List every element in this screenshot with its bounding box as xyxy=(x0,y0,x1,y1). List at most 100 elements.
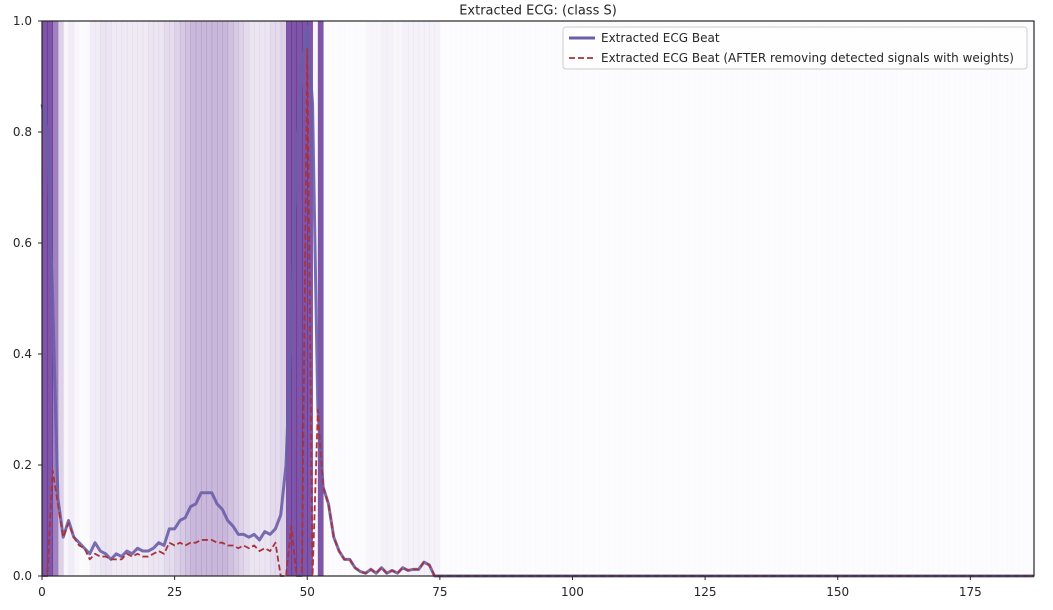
y-axis: 0.0 0.2 0.4 0.6 0.8 1.0 xyxy=(13,14,42,583)
shading-band xyxy=(291,21,298,576)
shading-band xyxy=(1023,21,1029,576)
shading-band xyxy=(965,21,971,576)
y-tick-label: 0.4 xyxy=(13,347,32,361)
shading-band xyxy=(440,21,446,576)
shading-band xyxy=(986,21,992,576)
shading-band xyxy=(328,21,334,576)
shading-band xyxy=(567,21,573,576)
y-tick-label: 0.0 xyxy=(13,569,32,583)
shading-band xyxy=(748,21,754,576)
shading-band xyxy=(137,21,144,576)
shading-band xyxy=(413,21,420,576)
shading-band xyxy=(753,21,759,576)
shading-band xyxy=(1018,21,1024,576)
shading-band xyxy=(705,21,711,576)
shading-band xyxy=(610,21,616,576)
shading-band xyxy=(859,21,865,576)
shading-band xyxy=(917,21,923,576)
shading-band xyxy=(227,21,234,576)
shading-band xyxy=(286,21,292,576)
shading-band xyxy=(132,21,138,576)
shading-band xyxy=(758,21,764,576)
shading-band xyxy=(870,21,876,576)
shading-band xyxy=(742,21,748,576)
shading-band xyxy=(689,21,695,576)
shading-band xyxy=(42,21,48,576)
shading-band xyxy=(472,21,478,576)
shading-band xyxy=(960,21,966,576)
shading-band xyxy=(716,21,722,576)
shading-band xyxy=(928,21,934,576)
shading-band xyxy=(944,21,950,576)
shading-band xyxy=(126,21,133,576)
shading-band xyxy=(599,21,605,576)
shading-band xyxy=(477,21,483,576)
shading-band xyxy=(423,21,430,576)
y-tick-label: 0.8 xyxy=(13,125,32,139)
shading-band xyxy=(912,21,918,576)
shading-band xyxy=(100,21,107,576)
shading-band xyxy=(52,21,59,576)
x-tick-label: 75 xyxy=(432,585,447,599)
shading-band xyxy=(504,21,510,576)
x-tick-label: 125 xyxy=(694,585,717,599)
x-axis: 0 25 50 75 100 125 150 175 xyxy=(38,576,982,599)
shading-band xyxy=(795,21,801,576)
series-line-1 xyxy=(40,25,1034,578)
shading-band xyxy=(201,21,207,576)
shading-band xyxy=(339,21,345,576)
shading-band xyxy=(673,21,679,576)
shading-band xyxy=(626,21,632,576)
shading-band xyxy=(901,21,907,576)
shading-band xyxy=(785,21,791,576)
shading-band xyxy=(317,21,324,576)
shading-band xyxy=(652,21,658,576)
shading-band xyxy=(668,21,674,576)
x-tick-label: 50 xyxy=(300,585,315,599)
shading-band xyxy=(63,21,69,576)
shading-band xyxy=(47,21,54,576)
shading-band xyxy=(557,21,563,576)
legend-label-series-1: Extracted ECG Beat xyxy=(601,31,720,45)
shading-band xyxy=(700,21,706,576)
shading-band xyxy=(981,21,987,576)
shading-band xyxy=(307,21,313,576)
shading-band xyxy=(68,21,75,576)
shading-band xyxy=(530,21,536,576)
shading-band xyxy=(939,21,945,576)
shading-band xyxy=(121,21,128,576)
shading-band xyxy=(562,21,568,576)
shading-band xyxy=(397,21,403,576)
shading-band xyxy=(280,21,287,576)
shading-band xyxy=(933,21,939,576)
shading-band xyxy=(498,21,504,576)
shading-band xyxy=(445,21,451,576)
shading-band xyxy=(827,21,833,576)
shading-band xyxy=(238,21,244,576)
shading-band xyxy=(386,21,393,576)
shading-band xyxy=(822,21,828,576)
shading-band xyxy=(418,21,425,576)
shading-band xyxy=(1002,21,1008,576)
shading-band xyxy=(211,21,218,576)
y-tick-label: 1.0 xyxy=(13,14,32,28)
shading-band xyxy=(366,21,372,576)
shading-band xyxy=(817,21,823,576)
legend: Extracted ECG Beat Extracted ECG Beat (A… xyxy=(562,26,1028,70)
shading-band xyxy=(615,21,621,576)
shading-band xyxy=(174,21,181,576)
shading-band xyxy=(95,21,101,576)
shading-band xyxy=(164,21,170,576)
legend-box xyxy=(562,26,1028,70)
shading-band xyxy=(875,21,881,576)
shading-band xyxy=(997,21,1003,576)
shading-band xyxy=(604,21,610,576)
shading-band xyxy=(206,21,213,576)
shading-band xyxy=(243,21,250,576)
shading-band xyxy=(482,21,488,576)
shading-band xyxy=(376,21,382,576)
shading-band xyxy=(535,21,541,576)
shading-band xyxy=(350,21,356,576)
shading-band xyxy=(248,21,255,576)
